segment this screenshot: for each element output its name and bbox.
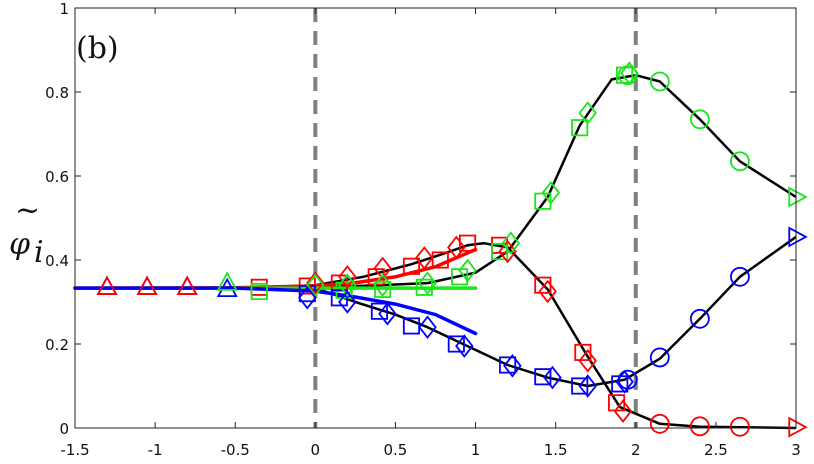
green-triangle-right-marker [788, 186, 808, 208]
blue-triangle-right-marker [788, 226, 808, 248]
x-tick-label: 2 [631, 441, 641, 459]
green-diamond-marker [541, 180, 561, 205]
green-square-marker [571, 119, 589, 137]
panel-label: (b) [76, 31, 119, 66]
x-tick-label: -1.5 [60, 441, 89, 459]
green-triangle-up-marker [216, 271, 238, 291]
red-triangle-up-marker [136, 275, 158, 295]
y-tick-label: 0 [59, 420, 69, 438]
blue-square-marker [534, 368, 552, 386]
red-theory-line [73, 247, 478, 290]
red-circle-marker [689, 416, 710, 437]
red-diamond-marker [538, 279, 557, 304]
y-axis-label-symbol: φ [9, 227, 30, 262]
y-tick-label: 0.8 [45, 84, 69, 102]
x-tick-label: 1 [471, 441, 481, 459]
blue-triangle-up-marker [136, 275, 158, 295]
green-diamond-marker [501, 231, 521, 256]
y-axis-label-tilde: ~ [15, 193, 40, 228]
vertical-reference-lines [313, 8, 638, 428]
blue-circle-marker [649, 347, 670, 368]
axes: -1.5 -1 -0.5 0 0.5 1 1.5 2 2.5 3 0 0.2 0.4 0.6 0.8 1 [45, 0, 801, 459]
blue-diamond-marker [418, 315, 437, 340]
red-diamond-marker [613, 399, 633, 424]
y-tick-label: 0.6 [45, 168, 69, 186]
blue-square-marker [330, 289, 348, 307]
series-markers [96, 61, 808, 438]
blue-circle-marker [689, 308, 710, 329]
x-tick-label: 1.5 [544, 441, 568, 459]
blue-triangle-up-marker [176, 275, 198, 295]
y-axis-label: ~ φ i [9, 193, 44, 270]
y-tick-label: 0.2 [45, 336, 69, 354]
black-connector-line [75, 241, 797, 430]
blue-circle-marker [617, 369, 638, 390]
y-axis-label-subscript: i [34, 235, 44, 270]
blue-diamond-marker [455, 334, 474, 358]
blue-theory-line [73, 286, 478, 336]
blue-square-marker [499, 356, 517, 374]
blue-square-marker [370, 302, 388, 320]
green-diamond-marker [306, 273, 325, 298]
blue-triangle-up-marker [96, 275, 118, 295]
x-tick-label: 0.5 [384, 441, 408, 459]
green-circle-marker [689, 109, 710, 130]
red-diamond-marker [306, 271, 325, 295]
red-diamond-marker [498, 239, 517, 264]
blue-diamond-marker [338, 290, 357, 314]
plot-frame [74, 7, 797, 429]
green-square-marker [250, 282, 268, 301]
blue-diamond-marker [298, 285, 317, 310]
blue-diamond-marker [543, 365, 562, 390]
red-triangle-up-marker [96, 275, 118, 295]
green-diamond-marker [373, 273, 392, 298]
blue-square-marker [447, 335, 465, 353]
blue-square-marker [402, 317, 421, 335]
red-diamond-marker [415, 246, 434, 270]
blue-diamond-marker [503, 354, 522, 378]
green-circle-marker [649, 71, 670, 92]
y-tick-label: 0.4 [45, 252, 69, 270]
red-triangle-up-marker [176, 275, 198, 295]
x-tick-label: -1 [148, 441, 163, 459]
y-tick-label: 1 [59, 0, 69, 18]
green-diamond-marker [338, 273, 357, 298]
black-connector-line [75, 235, 797, 388]
x-tick-label: 2.5 [704, 441, 728, 459]
green-diamond-marker [458, 258, 477, 283]
red-diamond-marker [578, 348, 597, 373]
red-square-marker [431, 251, 449, 269]
blue-diamond-marker [578, 374, 597, 398]
red-diamond-marker [447, 235, 466, 260]
green-diamond-marker [418, 271, 437, 295]
green-diamond-marker [578, 101, 597, 125]
green-square-marker [491, 243, 509, 261]
red-circle-marker [730, 416, 750, 437]
red-square-marker [458, 234, 477, 252]
blue-triangle-up-marker [216, 277, 238, 298]
blue-square-marker [571, 377, 589, 395]
red-triangle-right-marker [788, 416, 808, 438]
green-circle-marker [730, 151, 750, 172]
red-square-marker [402, 257, 421, 275]
x-tick-label: -0.5 [221, 441, 250, 459]
blue-circle-marker [730, 266, 750, 287]
x-tick-label: 0 [311, 441, 321, 459]
blue-diamond-marker [378, 301, 397, 326]
green-square-marker [374, 280, 392, 298]
green-circle-marker [617, 65, 638, 86]
red-square-marker [574, 343, 592, 361]
x-tick-label: 3 [791, 441, 801, 459]
red-diamond-marker [373, 256, 392, 281]
red-diamond-marker [338, 264, 357, 289]
red-circle-marker [649, 413, 670, 434]
